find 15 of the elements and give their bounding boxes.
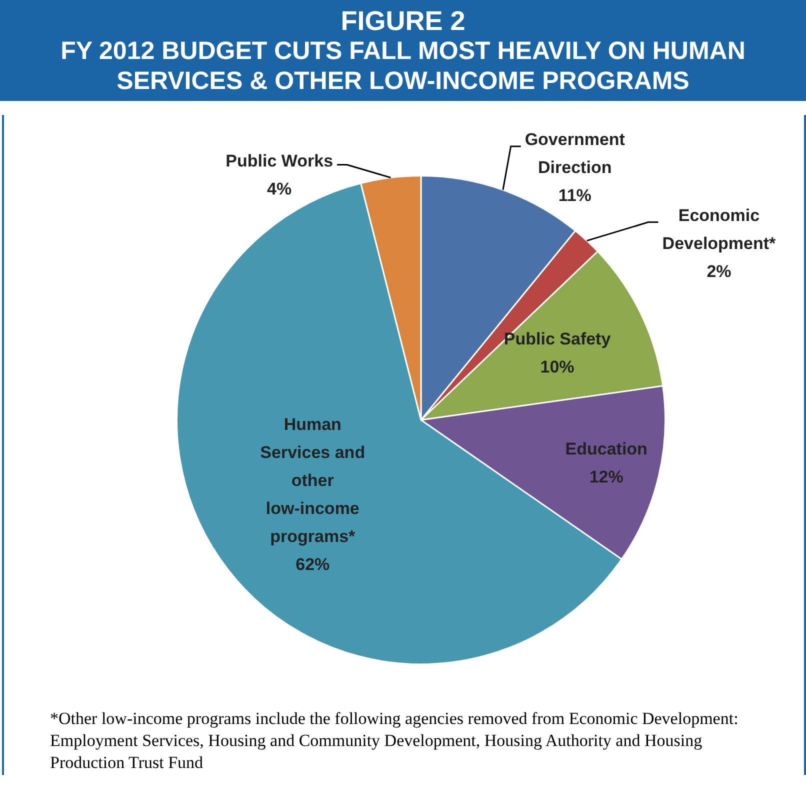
slice-label: Government Direction: [524, 130, 626, 178]
slice-label: Public Safety: [504, 330, 612, 349]
slice-label: Education: [565, 440, 648, 459]
data-label: 10%: [540, 358, 574, 377]
data-label: 2%: [706, 262, 732, 281]
slice-label: Public Works: [226, 151, 334, 170]
slice-label: Human Services and other low-income programs*: [260, 414, 366, 546]
text: *Other low-income programs include the following agencies removed from Economic Development: Employment Services, Housing and Community Development, Housing Authority and Housing Production Trust Fund: [50, 708, 740, 774]
data-label: 62%: [296, 554, 330, 574]
data-label: 11%: [558, 186, 592, 206]
chart-subtitle: FY 2012 BUDGET CUTS FALL MOST HEAVILY ON HUMAN SERVICES & OTHER LOW-INCOME PROGRAMS: [60, 36, 746, 96]
data-label: 4%: [267, 179, 292, 198]
chart-title: FIGURE 2: [340, 6, 466, 36]
slice-label: Economic Development*: [662, 206, 776, 253]
data-label: 12%: [589, 468, 624, 487]
